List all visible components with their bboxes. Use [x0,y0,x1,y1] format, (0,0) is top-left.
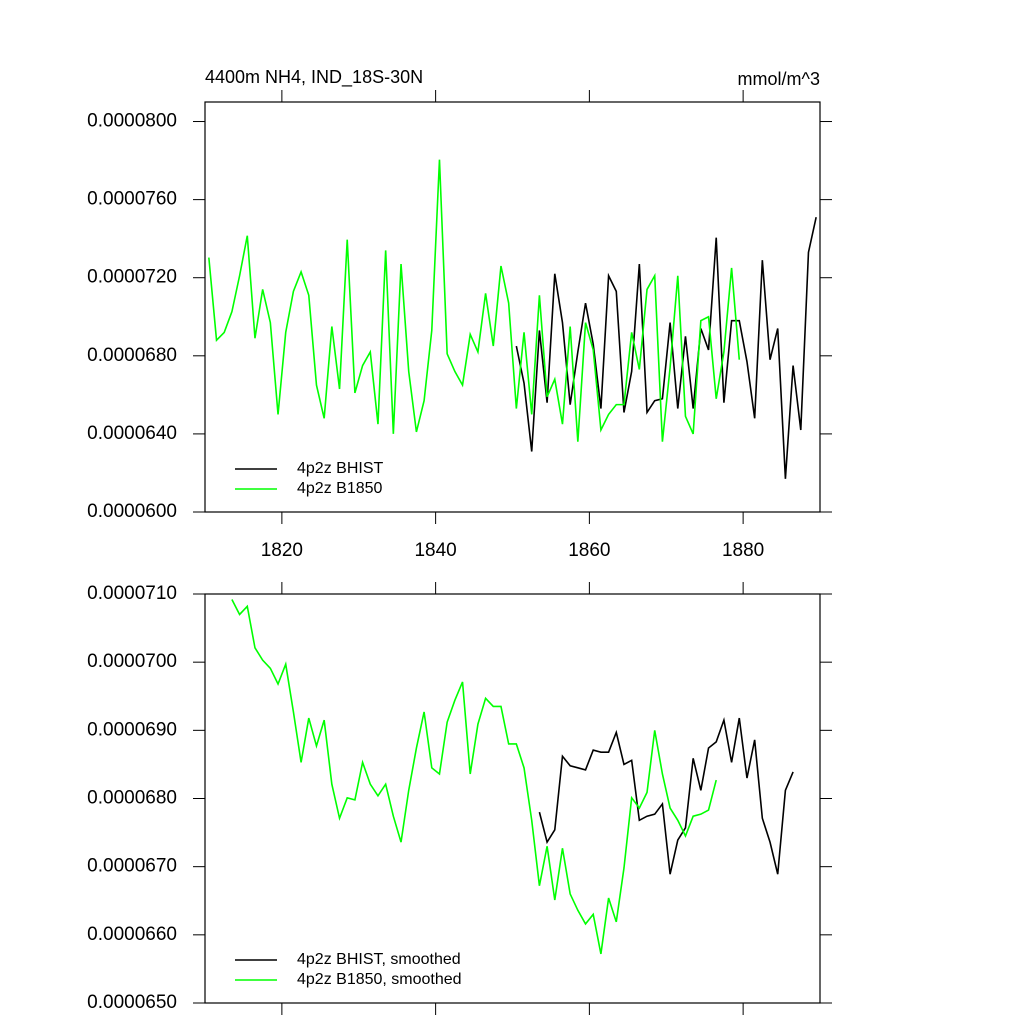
y-tick-label: 0.0000660 [87,924,177,945]
y-tick-label: 0.0000760 [87,189,177,210]
x-tick-label: 1820 [261,540,303,561]
y-tick-label: 0.0000700 [87,651,177,672]
y-tick-label: 0.0000600 [87,501,177,522]
chart-units: mmol/m^3 [738,69,820,89]
x-tick-label: 1860 [568,540,610,561]
y-tick-label: 0.0000680 [87,345,177,366]
legend-label: 4p2z B1850, smoothed [297,971,462,988]
y-tick-label: 0.0000650 [87,992,177,1013]
y-tick-label: 0.0000800 [87,111,177,132]
legend-label: 4p2z BHIST, smoothed [297,951,461,968]
y-tick-label: 0.0000680 [87,788,177,809]
series-line [231,599,717,955]
chart-title: 4400m NH4, IND_18S-30N [205,67,423,88]
y-tick-label: 0.0000640 [87,423,177,444]
legend-label: 4p2z BHIST [297,460,383,477]
y-tick-label: 0.0000690 [87,719,177,740]
x-tick-label: 1880 [722,540,764,561]
legend-label: 4p2z B1850 [297,480,383,497]
series-line [208,159,741,442]
y-tick-label: 0.0000710 [87,583,177,604]
y-tick-label: 0.0000720 [87,267,177,288]
series-line [538,717,794,875]
plot-frame [204,101,821,513]
plot-frame [204,593,821,1004]
y-tick-label: 0.0000670 [87,856,177,877]
series-line [515,217,817,479]
x-tick-label: 1840 [414,540,456,561]
